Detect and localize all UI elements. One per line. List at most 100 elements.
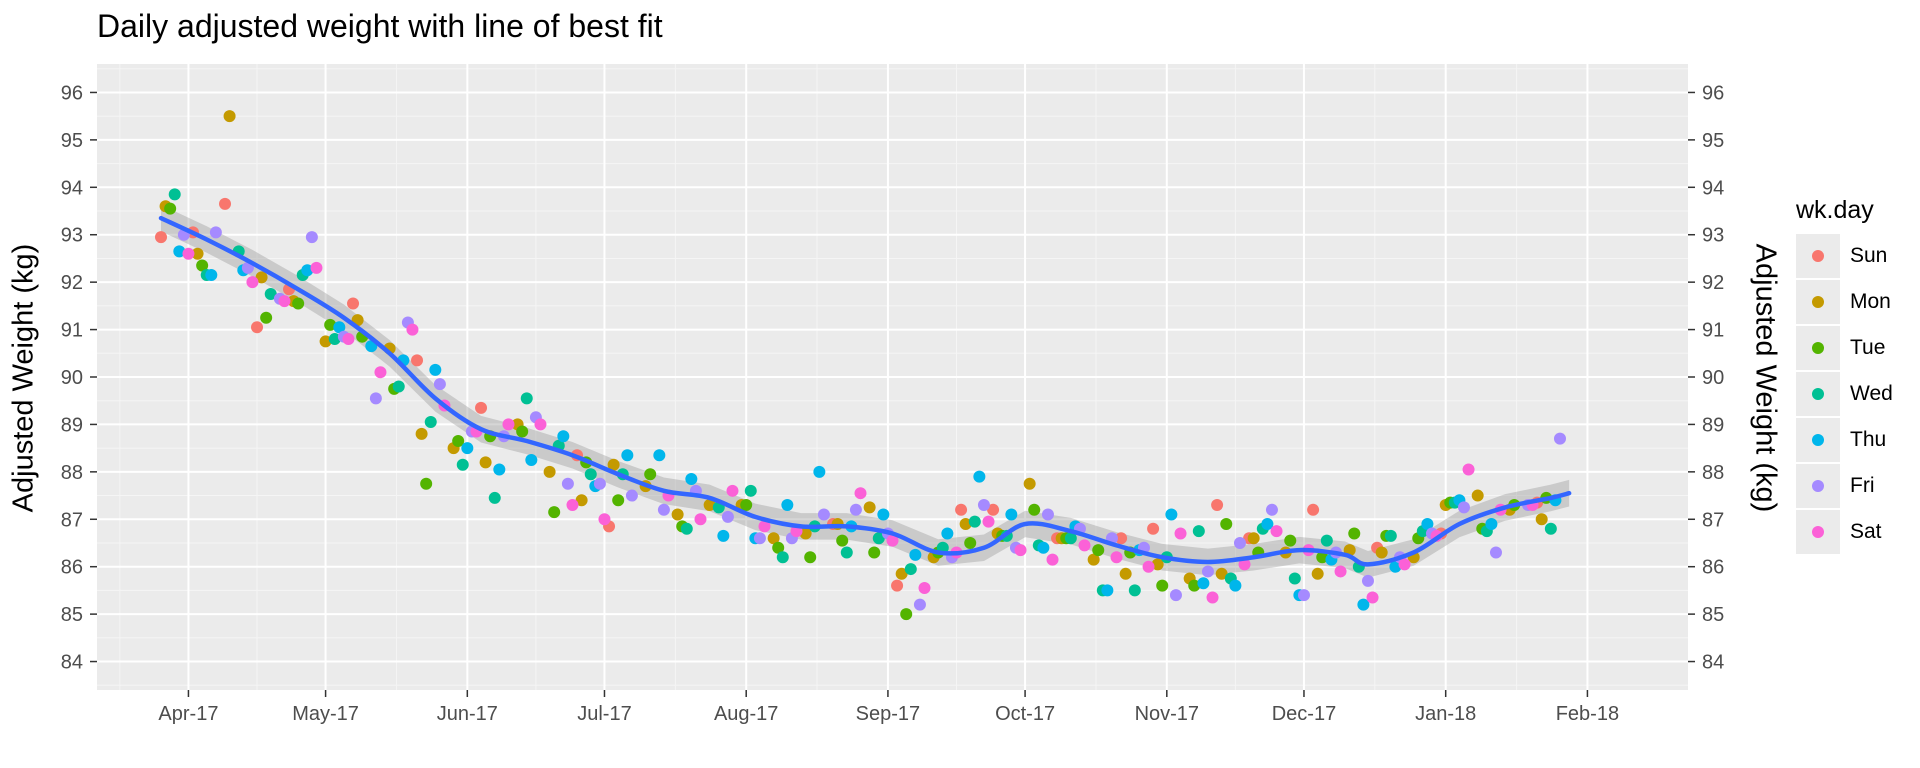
data-point-sat [1174, 527, 1187, 540]
data-point-tue [516, 425, 529, 438]
data-point-thu [909, 548, 922, 561]
data-point-thu [717, 529, 730, 542]
data-point-fri [1489, 546, 1502, 559]
data-point-sat [1398, 558, 1411, 571]
data-point-fri [1361, 574, 1374, 587]
y-tick-label-left: 92 [61, 272, 83, 294]
legend-dot [1812, 480, 1824, 492]
x-tick-label: Dec-17 [1272, 703, 1336, 725]
data-point-mon [799, 527, 812, 540]
data-point-sun [411, 354, 424, 367]
data-point-mon [1119, 567, 1132, 580]
data-point-sat [1078, 539, 1091, 552]
x-tick-label: Apr-17 [158, 703, 218, 725]
data-point-tue [1092, 544, 1105, 557]
data-point-tue [196, 259, 209, 272]
data-point-tue [612, 494, 625, 507]
data-point-wed [1064, 532, 1077, 545]
data-point-sun [347, 297, 360, 310]
data-point-fri [657, 503, 670, 516]
legend-dot [1812, 434, 1824, 446]
y-tick-label-left: 93 [61, 225, 83, 247]
data-point-wed [456, 458, 469, 471]
data-point-mon [1311, 567, 1324, 580]
data-point-sun [955, 503, 968, 516]
data-point-mon [1087, 553, 1100, 566]
data-point-sun [1307, 503, 1320, 516]
y-tick-label-left: 94 [61, 177, 83, 199]
data-point-fri [913, 598, 926, 611]
data-point-mon [255, 271, 268, 284]
legend: wk.day Sun Mon Tue Wed Thu Fri Sat [1796, 196, 1893, 555]
data-point-tue [1156, 579, 1169, 592]
data-point-sat [1270, 525, 1283, 538]
data-point-wed [488, 491, 501, 504]
x-tick-label: Aug-17 [714, 703, 779, 725]
y-tick-label-left: 89 [61, 414, 83, 436]
data-point-tue [644, 468, 657, 481]
data-point-mon [543, 465, 556, 478]
data-point-mon [1023, 477, 1036, 490]
data-point-tue [292, 297, 305, 310]
y-tick-label-right: 91 [1702, 320, 1724, 342]
data-point-mon [415, 427, 428, 440]
data-point-thu [173, 245, 186, 258]
x-tick-label: Sep-17 [856, 703, 921, 725]
data-point-thu [429, 363, 442, 376]
data-point-fri [1265, 503, 1278, 516]
data-point-fri [1041, 508, 1054, 521]
data-point-fri [721, 510, 734, 523]
data-point-sat [726, 484, 739, 497]
legend-key [1796, 418, 1840, 462]
data-point-sat [886, 534, 899, 547]
data-point-thu [461, 442, 474, 455]
data-point-sat [1334, 565, 1347, 578]
legend-item-thu: Thu [1796, 417, 1893, 463]
data-point-mon [671, 508, 684, 521]
data-point-sun [1211, 499, 1224, 512]
data-point-tue [836, 534, 849, 547]
data-point-fri [241, 261, 254, 274]
y-tick-label-right: 90 [1702, 367, 1724, 389]
data-point-sat [182, 247, 195, 260]
y-axis-label-right: Adjusted Weight (kg) [1749, 243, 1782, 513]
data-point-thu [1005, 508, 1018, 521]
data-point-sun [251, 321, 264, 334]
data-point-wed [168, 188, 181, 201]
y-tick-label-right: 95 [1702, 130, 1724, 152]
smooth-confidence-band [161, 204, 1570, 578]
data-point-mon [767, 532, 780, 545]
legend-dot [1812, 250, 1824, 262]
data-point-fri [625, 489, 638, 502]
data-point-mon [1215, 567, 1228, 580]
data-point-sun [155, 231, 168, 244]
data-point-tue [1028, 503, 1041, 516]
data-point-wed [1384, 529, 1397, 542]
data-point-mon [959, 518, 972, 531]
data-point-mon [1535, 513, 1548, 526]
data-point-wed [392, 380, 405, 393]
data-point-tue [1348, 527, 1361, 540]
data-point-sun [219, 197, 232, 210]
y-tick-label-left: 91 [61, 320, 83, 342]
legend-dot [1812, 296, 1824, 308]
data-point-fri [849, 503, 862, 516]
x-tick-label: Nov-17 [1135, 703, 1199, 725]
y-tick-label-left: 96 [61, 82, 83, 104]
data-point-wed [328, 333, 341, 346]
data-point-mon [319, 335, 332, 348]
legend-key [1796, 234, 1840, 278]
data-point-fri [305, 231, 318, 244]
data-point-tue [804, 551, 817, 564]
y-tick-label-right: 92 [1702, 272, 1724, 294]
data-point-wed [584, 468, 597, 481]
data-point-thu [877, 508, 890, 521]
data-point-wed [1288, 572, 1301, 585]
data-point-mon [1247, 532, 1260, 545]
y-tick-label-right: 85 [1702, 604, 1724, 626]
y-tick-label-left: 84 [61, 652, 83, 674]
data-point-mon [479, 456, 492, 469]
data-point-mon [1151, 558, 1164, 571]
data-point-tue [324, 318, 337, 331]
